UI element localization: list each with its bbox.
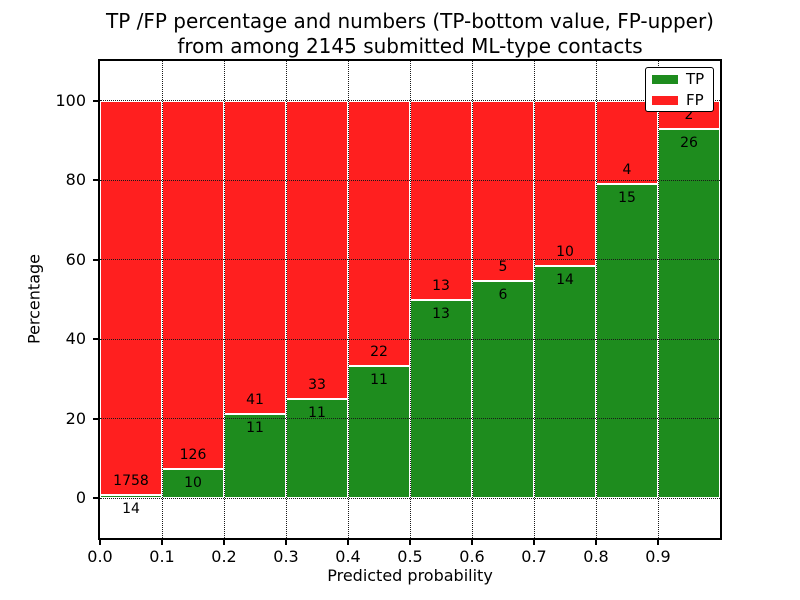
bar-fp-segment bbox=[348, 100, 410, 366]
bar-tp-segment bbox=[472, 281, 534, 499]
bar-fp-count-label: 10 bbox=[556, 244, 574, 261]
x-tick-label: 0.9 bbox=[645, 547, 671, 566]
legend-entry-tp: TP bbox=[652, 70, 707, 88]
bar-tp-segment bbox=[410, 299, 472, 499]
legend: TP FP bbox=[645, 67, 714, 112]
bar-tp-count-label: 10 bbox=[184, 475, 202, 492]
bar-tp-segment bbox=[534, 266, 596, 499]
bar-tp-count-label: 11 bbox=[246, 420, 264, 437]
bar-fp-count-label: 22 bbox=[370, 343, 388, 360]
x-tick-label: 0.3 bbox=[273, 547, 299, 566]
x-tick-label: 0.7 bbox=[521, 547, 547, 566]
y-tick-label: 100 bbox=[55, 90, 86, 110]
bar-tp-count-label: 11 bbox=[308, 404, 326, 421]
y-tick-label: 60 bbox=[65, 249, 86, 269]
y-tick-label: 40 bbox=[65, 329, 86, 349]
chart-title: TP /FP percentage and numbers (TP-bottom… bbox=[100, 9, 720, 59]
bar-tp-count-label: 14 bbox=[122, 501, 140, 518]
bar-fp-segment bbox=[410, 100, 472, 300]
bar-tp-count-label: 14 bbox=[556, 272, 574, 289]
y-tick-mark bbox=[93, 99, 98, 102]
legend-label-fp: FP bbox=[686, 91, 704, 109]
legend-label-tp: TP bbox=[686, 70, 705, 88]
x-tick-label: 0.0 bbox=[87, 547, 113, 566]
bar-fp-count-label: 5 bbox=[498, 259, 508, 276]
bar-tp-count-label: 11 bbox=[370, 371, 388, 388]
bar-fp-segment bbox=[100, 100, 162, 496]
y-tick-label: 80 bbox=[65, 170, 86, 190]
x-axis-label: Predicted probability bbox=[327, 566, 493, 585]
v-gridline bbox=[533, 61, 535, 538]
bar-tp-count-label: 15 bbox=[618, 190, 636, 207]
bar-tp-count-label: 13 bbox=[432, 305, 450, 322]
bar-fp-count-label: 126 bbox=[179, 447, 207, 464]
bar-fp-segment bbox=[162, 100, 224, 470]
bar-fp-segment bbox=[286, 100, 348, 399]
legend-swatch-fp-icon bbox=[652, 95, 678, 105]
bar-fp-segment bbox=[224, 100, 286, 415]
x-tick-mark bbox=[595, 540, 597, 545]
v-gridline bbox=[595, 61, 597, 538]
bar-tp-segment bbox=[658, 129, 720, 499]
y-tick-label: 20 bbox=[65, 408, 86, 428]
plot-area: 1758 14 126 10 41 11 33 11 22 11 13 13 5 6 10 14 4 15 2 26 bbox=[100, 61, 720, 538]
bar-fp-segment bbox=[472, 100, 534, 282]
chart-title-line2: from among 2145 submitted ML-type contac… bbox=[177, 34, 643, 58]
x-tick-mark bbox=[471, 540, 473, 545]
v-gridline bbox=[223, 61, 225, 538]
y-tick-mark bbox=[93, 258, 98, 261]
x-tick-label: 0.2 bbox=[211, 547, 237, 566]
bar-fp-segment bbox=[534, 100, 596, 267]
x-tick-mark bbox=[533, 540, 535, 545]
x-tick-mark bbox=[223, 540, 225, 545]
v-gridline bbox=[657, 61, 659, 538]
y-tick-mark bbox=[93, 417, 98, 420]
bar-fp-count-label: 33 bbox=[308, 376, 326, 393]
x-tick-mark bbox=[409, 540, 411, 545]
bar-fp-count-label: 13 bbox=[432, 277, 450, 294]
y-tick-label: 0 bbox=[75, 488, 86, 508]
y-tick-mark bbox=[93, 338, 98, 341]
v-gridline bbox=[471, 61, 473, 538]
x-tick-label: 0.4 bbox=[335, 547, 361, 566]
x-tick-mark bbox=[285, 540, 287, 545]
bar-tp-count-label: 6 bbox=[498, 287, 508, 304]
y-axis-label: Percentage bbox=[24, 253, 44, 345]
v-gridline bbox=[285, 61, 287, 538]
x-tick-label: 0.1 bbox=[149, 547, 175, 566]
bar-fp-segment bbox=[596, 100, 658, 185]
bar-fp-count-label: 41 bbox=[246, 392, 264, 409]
y-tick-mark bbox=[93, 497, 98, 500]
v-gridline bbox=[161, 61, 163, 538]
legend-entry-fp: FP bbox=[652, 91, 707, 109]
chart-title-line1: TP /FP percentage and numbers (TP-bottom… bbox=[106, 9, 714, 33]
v-gridline bbox=[409, 61, 411, 538]
x-tick-mark bbox=[347, 540, 349, 545]
bar-fp-count-label: 2 bbox=[684, 107, 694, 124]
bar-fp-count-label: 4 bbox=[622, 162, 632, 179]
x-tick-mark bbox=[161, 540, 163, 545]
x-tick-label: 0.8 bbox=[583, 547, 609, 566]
bar-tp-segment bbox=[596, 184, 658, 499]
x-tick-mark bbox=[99, 540, 101, 545]
x-tick-label: 0.5 bbox=[397, 547, 423, 566]
bar-tp-count-label: 26 bbox=[680, 135, 698, 152]
x-tick-label: 0.6 bbox=[459, 547, 485, 566]
bar-tp-segment bbox=[224, 414, 286, 499]
v-gridline bbox=[347, 61, 349, 538]
bar-fp-count-label: 1758 bbox=[113, 473, 149, 490]
legend-swatch-tp-icon bbox=[652, 74, 678, 84]
y-tick-mark bbox=[93, 179, 98, 182]
x-tick-mark bbox=[657, 540, 659, 545]
